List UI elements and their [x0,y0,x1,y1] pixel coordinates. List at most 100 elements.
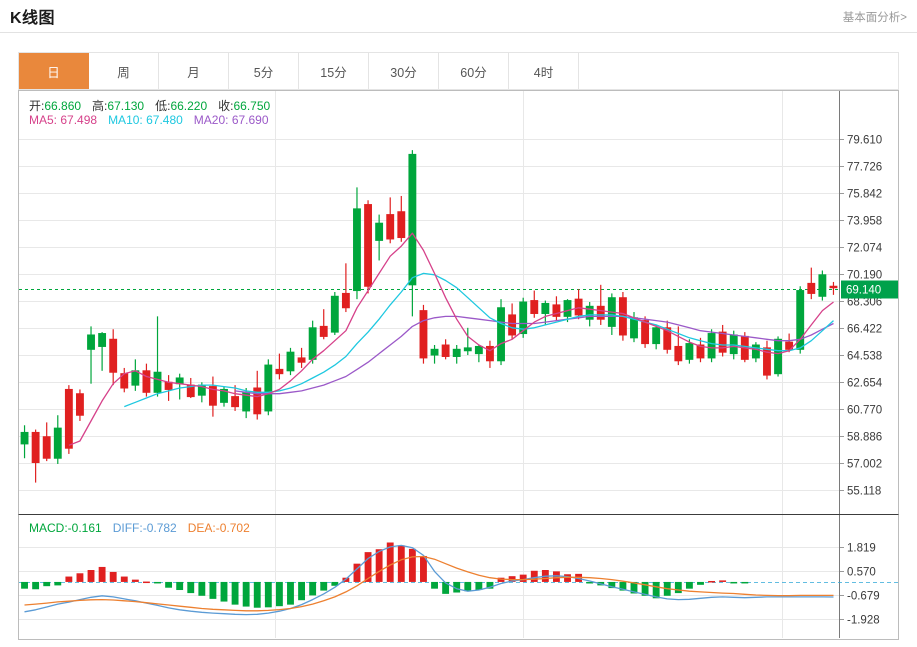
candle [286,347,295,376]
macd-histogram-bar [708,580,716,583]
macd-histogram-bar [386,542,394,582]
candle [474,345,483,363]
tab-label: 60分 [460,65,487,80]
page-title: K线图 [10,10,56,27]
macd-panel[interactable]: MACD:-0.161 DIFF:-0.782 DEA:-0.702 1.819 0.… [18,515,899,640]
macd-histogram-bar [21,581,28,589]
candle [98,332,107,371]
macd-histogram-bar [586,581,594,584]
candle [663,320,672,354]
candle [696,337,705,363]
candle [264,359,273,416]
macd-histogram-bar [652,581,660,599]
fundamental-analysis-link[interactable]: 基本面分析> [842,12,907,24]
candle [87,326,95,384]
macd-histogram-bar [109,571,117,582]
price-chart-svg: 79.610 77.726 75.842 73.958 72.074 70.190 68.3… [19,91,898,514]
macd-histogram-bar [264,581,272,608]
macd-histogram-bar [231,581,239,605]
candle [353,187,361,300]
macd-histogram-bar [530,570,538,582]
tab-1[interactable]: 周 [89,53,159,89]
tab-label: 月 [187,65,200,80]
macd-histogram-bar [674,581,682,594]
price-axis-tick: 79.610 [847,135,882,147]
macd-histogram-bar [309,581,317,596]
macd-histogram-bar [120,576,128,582]
candle [763,340,771,380]
candle [685,339,694,364]
dea-line [24,555,834,612]
price-axis-tick: 62.654 [847,378,883,390]
candle [120,367,129,393]
macd-histogram-bar [431,581,438,589]
tab-2[interactable]: 月 [159,53,229,89]
candle [829,281,838,295]
tab-3[interactable]: 5分 [229,53,299,89]
tabbar-filler [579,53,898,89]
price-axis-tick: 73.958 [847,216,882,228]
macd-histogram-bar [98,566,106,582]
macd-histogram-bar [165,581,173,588]
macd-histogram-bar [187,581,195,594]
candle [153,316,162,397]
macd-histogram-bar [453,581,461,593]
macd-histogram-bar [408,548,416,582]
macd-histogram-bar [32,581,40,590]
tab-4[interactable]: 15分 [299,53,369,89]
tab-6[interactable]: 60分 [439,53,509,89]
macd-histogram-bar [65,576,73,582]
tab-label: 4时 [533,65,554,80]
macd-histogram-bar [420,555,427,582]
macd-histogram-bar [564,574,571,582]
candle [109,329,118,386]
macd-histogram-bar [43,581,51,587]
tab-5[interactable]: 30分 [369,53,439,89]
candle [497,299,505,366]
macd-histogram-bar [475,581,483,591]
macd-histogram-bar [176,581,184,591]
macd-histogram-bar [320,581,328,591]
ma5-line [68,232,834,446]
candle [53,415,62,464]
candle [441,339,450,360]
current-price-badge-text: 69.140 [846,285,881,297]
candle [818,270,827,301]
macd-histogram-bar [630,581,638,594]
candle [796,286,805,354]
candle [341,263,350,313]
macd-histogram-bar [552,571,560,582]
candle [652,324,661,350]
candle [718,324,727,357]
diff-line [24,544,834,616]
tab-0[interactable]: 日 [19,53,89,89]
tab-label: 日 [47,65,60,80]
candle [508,303,517,340]
ma20-line [235,315,834,395]
candle [186,377,195,399]
price-axis-tick: 60.770 [847,405,882,417]
candle [253,370,262,420]
macd-axis-tick: 1.819 [847,543,876,555]
macd-histogram-bar [442,581,450,594]
macd-histogram-bar [198,581,206,596]
candle [452,345,461,364]
price-axis-tick: 70.190 [847,270,882,282]
page-header: K线图 基本面分析> [0,0,917,33]
candle [364,200,372,294]
macd-axis-tick: 0.570 [847,567,876,579]
tab-label: 30分 [390,65,417,80]
candle [785,333,794,353]
candle [297,347,306,368]
candle [397,195,406,242]
tab-7[interactable]: 4时 [509,53,579,89]
macd-histogram-bar [131,579,139,582]
macd-histogram-bar [331,581,339,586]
candle [164,375,173,401]
price-axis-tick: 66.422 [847,324,882,336]
candle [208,376,217,417]
candle [419,304,428,364]
price-panel[interactable]: 开:66.860 高:67.130 低:66.220 收:66.750 MA5: 67… [18,90,899,515]
macd-histogram-bar [142,581,150,584]
macd-histogram-bar [253,581,261,608]
